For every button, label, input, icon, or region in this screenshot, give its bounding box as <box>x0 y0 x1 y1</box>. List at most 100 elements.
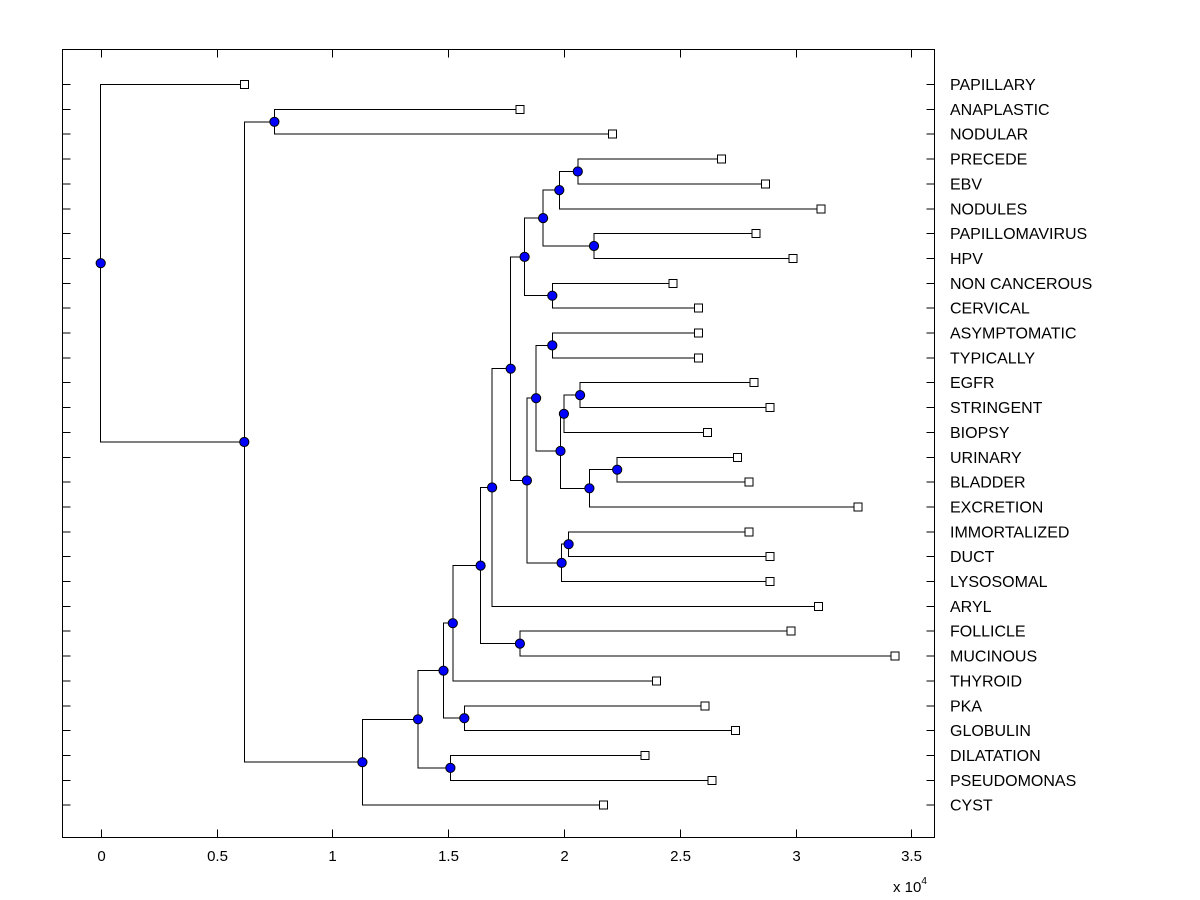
x-tick-label: 2 <box>560 848 568 865</box>
node-marker <box>269 116 280 127</box>
node-marker <box>547 340 558 351</box>
node-marker <box>487 482 498 493</box>
leaf-label: IMMORTALIZED <box>950 524 1069 541</box>
x-tick-label: 0.5 <box>207 848 228 865</box>
leaf-label: CYST <box>950 798 993 815</box>
leaf-label: DILATATION <box>950 748 1041 765</box>
leaf-label: DUCT <box>950 549 995 566</box>
leaf-label: EGFR <box>950 375 994 392</box>
leaf-markers <box>239 80 900 810</box>
leaf-marker <box>608 129 618 139</box>
leaf-marker <box>668 278 678 288</box>
x-exponent-base: x 10 <box>893 879 921 896</box>
leaf-label: CERVICAL <box>950 301 1030 318</box>
leaf-label: EXCRETION <box>950 500 1043 517</box>
leaf-marker <box>598 800 608 810</box>
leaf-marker <box>693 328 703 338</box>
leaf-label: MUCINOUS <box>950 649 1037 666</box>
leaf-label: PAPILLOMAVIRUS <box>950 226 1087 243</box>
leaf-label: PAPILLARY <box>950 77 1036 94</box>
leaf-marker <box>744 527 754 537</box>
leaf-marker <box>751 229 761 239</box>
leaf-marker <box>707 775 717 785</box>
node-marker <box>447 618 458 629</box>
node-marker <box>555 445 566 457</box>
node-marker <box>514 638 526 649</box>
leaf-label: URINARY <box>950 450 1022 467</box>
leaf-marker <box>765 577 775 586</box>
x-tick-labels: 0 0.5 1 1.5 2 2.5 3 3.5 <box>97 848 922 865</box>
node-marker <box>531 393 542 404</box>
leaf-marker <box>716 154 726 164</box>
x-tick-label: 1.5 <box>438 848 459 865</box>
leaf-marker <box>640 751 650 760</box>
x-tick-label: 3 <box>792 848 800 865</box>
y-ticks <box>62 84 935 806</box>
node-marker <box>572 166 583 177</box>
node-marker <box>588 240 600 252</box>
node-marker <box>95 258 106 269</box>
leaf-label: EBV <box>950 176 982 193</box>
leaf-marker <box>703 427 712 437</box>
node-marker <box>547 290 558 301</box>
node-marker <box>538 213 549 224</box>
leaf-labels: PAPILLARY ANAPLASTIC NODULAR PRECEDE EBV NODU… <box>950 77 1092 815</box>
node-marker <box>357 757 368 768</box>
leaf-marker <box>890 651 900 661</box>
leaf-marker <box>786 626 796 636</box>
leaf-label: NON CANCEROUS <box>950 276 1092 293</box>
leaf-label: PSEUDOMONAS <box>950 773 1076 790</box>
x-tick-label: 0 <box>97 848 105 865</box>
leaf-label: BIOPSY <box>950 425 1010 442</box>
x-tick-label: 2.5 <box>670 848 691 865</box>
leaf-label: HPV <box>950 251 983 268</box>
leaf-label: STRINGENT <box>950 400 1043 417</box>
leaf-marker <box>515 104 525 114</box>
x-exponent: x 104 <box>893 876 927 896</box>
leaf-label: THYROID <box>950 673 1022 690</box>
node-marker <box>445 762 456 774</box>
leaf-label: BLADDER <box>950 475 1026 492</box>
leaf-label: PKA <box>950 698 982 715</box>
x-tick-label: 1 <box>328 848 336 865</box>
leaf-marker <box>730 726 740 736</box>
node-marker <box>519 251 530 262</box>
leaf-label: ASYMPTOMATIC <box>950 326 1077 343</box>
leaf-label: FOLLICLE <box>950 624 1026 641</box>
leaf-label: TYPICALLY <box>950 350 1035 367</box>
node-marker <box>475 560 486 571</box>
node-marker <box>554 185 565 196</box>
node-marker <box>412 714 424 725</box>
leaf-label: NODULES <box>950 201 1027 218</box>
leaf-label: PRECEDE <box>950 152 1027 169</box>
leaf-marker <box>693 303 703 313</box>
leaf-marker <box>749 378 759 388</box>
node-marker <box>521 475 533 486</box>
node-marker <box>558 408 570 419</box>
leaf-marker <box>816 204 826 214</box>
leaf-marker <box>700 701 710 711</box>
leaf-marker <box>760 179 770 189</box>
plot-frame <box>62 49 935 838</box>
leaf-marker <box>765 552 775 562</box>
node-marker <box>556 557 567 569</box>
leaf-marker <box>765 403 775 413</box>
leaf-marker <box>853 502 863 512</box>
leaf-marker <box>814 601 824 611</box>
node-marker <box>459 713 470 724</box>
node-marker <box>505 363 516 374</box>
x-exponent-power: 4 <box>921 876 927 887</box>
x-tick-label: 3.5 <box>901 848 922 865</box>
leaf-marker <box>239 80 249 89</box>
leaf-marker <box>788 254 798 263</box>
x-ticks <box>101 49 912 838</box>
node-marker <box>438 665 449 676</box>
internal-node-markers <box>95 116 623 774</box>
node-marker <box>239 436 250 448</box>
node-marker <box>584 483 595 494</box>
leaf-marker <box>693 353 703 363</box>
leaf-label: NODULAR <box>950 127 1028 144</box>
leaf-label: ARYL <box>950 599 992 616</box>
